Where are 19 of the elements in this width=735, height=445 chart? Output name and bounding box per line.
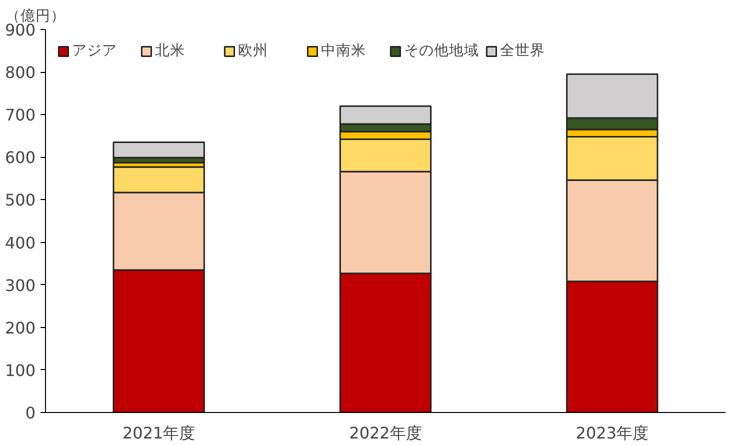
y-tick-label: 200 — [4, 318, 36, 338]
x-tick-label: 2022年度 — [349, 424, 422, 442]
y-tick-label: 400 — [4, 233, 36, 252]
legend-label: 北米 — [155, 41, 186, 60]
y-tick-label: 700 — [4, 106, 36, 125]
x-tick-label: 2023年度 — [576, 424, 649, 442]
legend-label: アジア — [72, 41, 118, 60]
y-tick-label: 0 — [25, 404, 36, 422]
legend-label: 欧州 — [238, 41, 269, 60]
y-axis-title: （億円） — [6, 8, 66, 24]
legend-label: 全世界 — [500, 41, 546, 60]
y-tick-label: 500 — [4, 190, 36, 210]
legend-label: その他地域 — [404, 41, 479, 60]
y-tick-label: 300 — [4, 276, 36, 295]
x-tick-label: 2021年度 — [122, 424, 196, 442]
legend-label: 中南米 — [321, 41, 367, 60]
y-tick-label: 600 — [4, 148, 36, 168]
y-tick-label: 100 — [4, 360, 36, 380]
y-tick-label: 800 — [4, 63, 36, 82]
